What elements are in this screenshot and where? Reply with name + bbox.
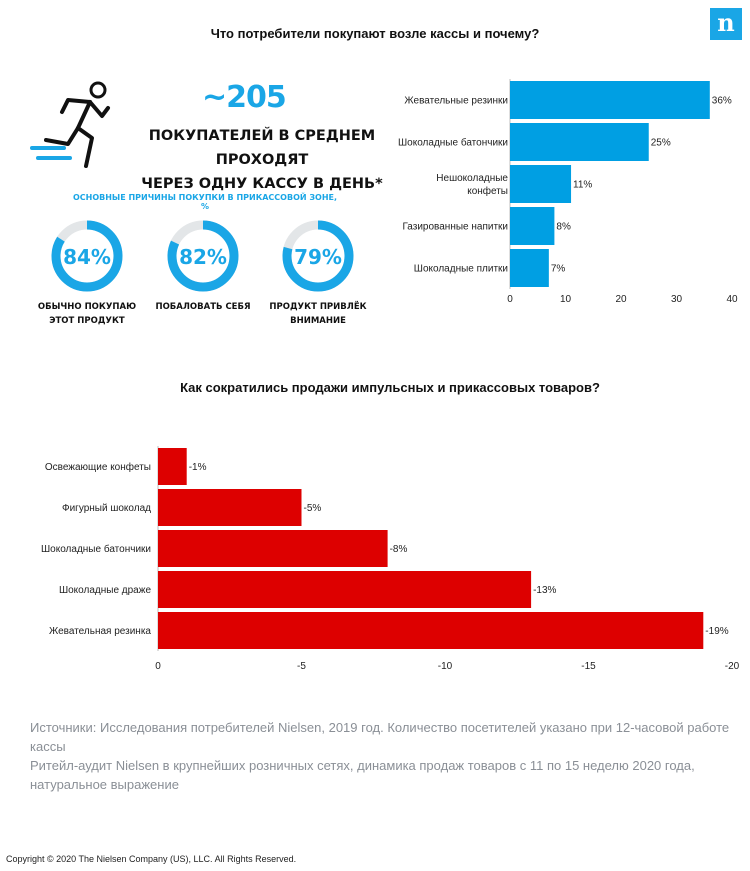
x-tick-label: 0: [155, 661, 161, 672]
category-label: Шоколадные батончики: [398, 137, 508, 149]
reason-label: Продукт привлёк внимание: [263, 300, 373, 328]
reason-label: Обычно покупаю этот продукт: [32, 300, 142, 328]
donut-fill: [282, 220, 354, 292]
x-tick-label: -20: [725, 661, 740, 672]
x-tick-label: 0: [507, 294, 513, 305]
bottom-bar-chart: -1% Освежающие конфеты -5% Фигурный шоколад…: [41, 446, 740, 672]
x-tick-label: -10: [438, 661, 453, 672]
bar-data-label: -5%: [304, 503, 322, 514]
x-tick-label: 10: [560, 294, 572, 305]
category-label: Освежающие конфеты: [45, 461, 151, 473]
reason-label-line: Обычно покупаю: [37, 302, 137, 312]
reason-donut: 79%: [282, 220, 354, 292]
copyright: Copyright © 2020 The Nielsen Company (US…: [6, 854, 297, 864]
headline-line-1: Покупателей в среднем проходят: [148, 128, 376, 168]
reason-label-line: этот продукт: [49, 316, 125, 326]
category-label: Газированные напитки: [402, 222, 508, 233]
bottom-chart-title: Как сократились продажи импульсных и при…: [180, 380, 600, 395]
donut-value: 84%: [63, 245, 111, 269]
bar: [510, 207, 555, 245]
bar: [158, 530, 388, 567]
donut-fill: [51, 220, 123, 292]
bar-data-label: -1%: [189, 462, 207, 473]
nielsen-logo: n: [710, 8, 742, 40]
bar-data-label: 25%: [651, 138, 671, 149]
top-chart-title: Что потребители покупают возле кассы и п…: [210, 26, 540, 41]
reason-label-line: Продукт привлёк: [269, 302, 367, 312]
category-label: Жевательная резинка: [49, 626, 151, 637]
bar-data-label: 36%: [712, 96, 732, 107]
bar: [158, 489, 302, 526]
reason-donut: 82%: [167, 220, 239, 292]
visitors-headline: Покупателей в среднем проходят через одн…: [132, 124, 392, 196]
category-label: конфеты: [467, 185, 508, 197]
x-tick-label: -5: [297, 661, 306, 672]
bar: [510, 123, 649, 161]
visitors-count: ~205: [202, 80, 287, 115]
donut-value: 79%: [294, 245, 342, 269]
reason-label: Побаловать себя: [148, 300, 258, 314]
bar-data-label: 11%: [573, 180, 592, 191]
bar-data-label: 7%: [551, 264, 566, 275]
category-label: Жевательные резинки: [404, 96, 508, 107]
reason-donut: 84%: [51, 220, 123, 292]
reason-label-line: Побаловать себя: [155, 302, 251, 312]
bar: [510, 81, 710, 119]
x-tick-label: 30: [671, 294, 683, 305]
category-label: Фигурный шоколад: [62, 503, 151, 514]
bar-data-label: 8%: [556, 222, 571, 233]
x-tick-label: -15: [581, 661, 596, 672]
bar: [158, 448, 187, 485]
donut-value: 82%: [179, 245, 227, 269]
bar: [158, 571, 532, 608]
sources-note: Источники: Исследования потребителей Nie…: [30, 718, 750, 794]
headline-line-2: через одну кассу в день*: [141, 176, 383, 192]
bar-data-label: -19%: [705, 626, 728, 637]
bar-data-label: -13%: [533, 585, 556, 596]
x-tick-label: 20: [615, 294, 627, 305]
x-tick-label: 40: [726, 294, 738, 305]
reason-label-line: внимание: [290, 316, 346, 326]
running-person-icon: [30, 81, 110, 168]
bar-data-label: -8%: [390, 544, 408, 555]
category-label: Шоколадные плитки: [414, 264, 508, 275]
bar: [510, 165, 572, 203]
source-line-1: Источники: Исследования потребителей Nie…: [30, 720, 730, 754]
top-bar-chart: 36% Жевательные резинки 25% Шоколадные бато…: [398, 79, 738, 305]
donut-fill: [167, 220, 239, 292]
category-label: Нешоколадные: [436, 173, 508, 184]
source-line-2: Ритейл-аудит Nielsen в крупнейших рознич…: [30, 758, 695, 792]
reasons-title: Основные причины покупки в прикассовой з…: [72, 193, 338, 211]
category-label: Шоколадные драже: [59, 585, 151, 596]
bar: [158, 612, 704, 649]
category-label: Шоколадные батончики: [41, 543, 151, 555]
bar: [510, 249, 549, 287]
